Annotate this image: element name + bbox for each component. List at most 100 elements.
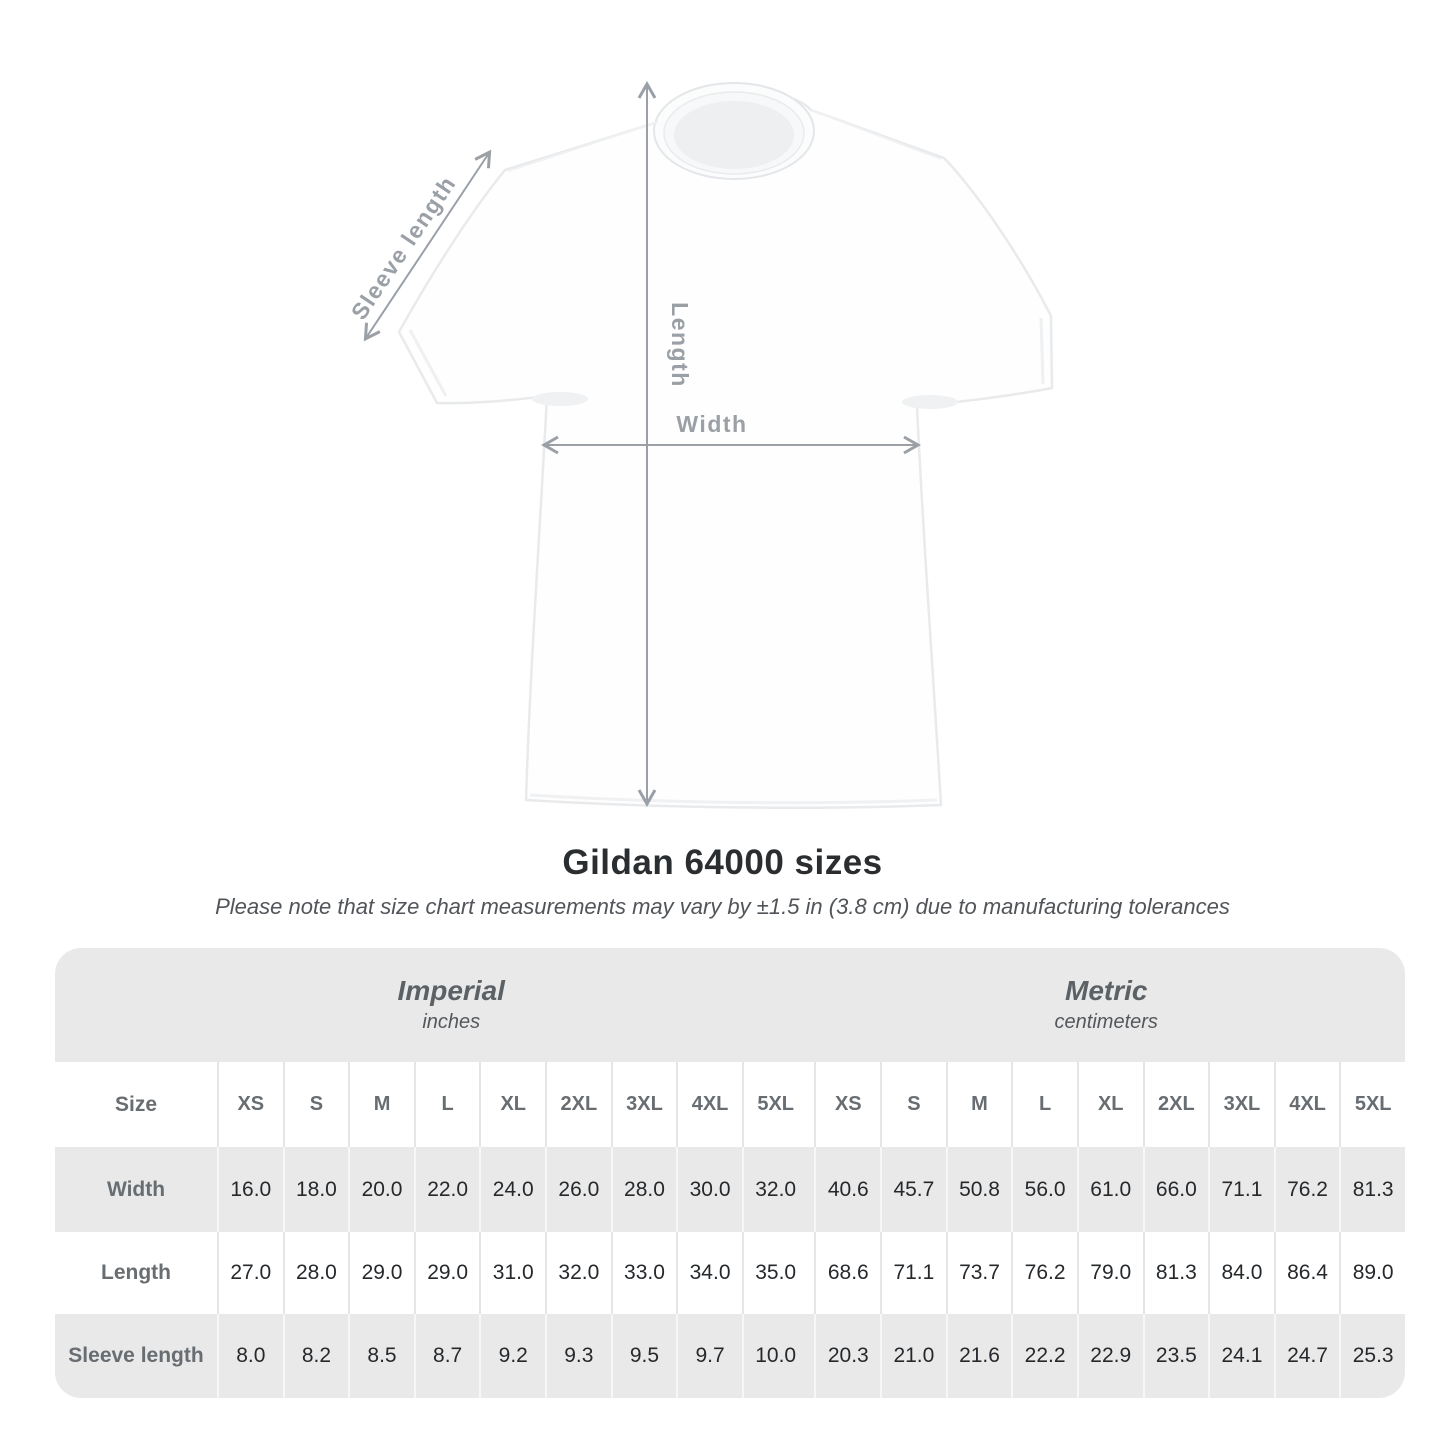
cell: 21.0	[880, 1314, 946, 1398]
size-header: 5XL	[741, 1062, 808, 1147]
row-label: Width	[55, 1147, 217, 1232]
cell: 20.3	[814, 1314, 881, 1398]
cell: 9.7	[676, 1314, 742, 1398]
cell: 24.1	[1208, 1314, 1274, 1398]
size-header: 4XL	[1273, 1062, 1340, 1147]
cell: 22.2	[1011, 1314, 1077, 1398]
cell: 56.0	[1011, 1147, 1077, 1232]
cell: 86.4	[1273, 1232, 1340, 1314]
cell: 71.1	[880, 1232, 946, 1314]
imperial-label: Imperial	[397, 975, 505, 1006]
imperial-group-header: Imperial inches	[55, 948, 808, 1062]
cell: 73.7	[945, 1232, 1012, 1314]
cell: 81.3	[1142, 1232, 1209, 1314]
cell: 22.9	[1076, 1314, 1143, 1398]
cell: 27.0	[217, 1232, 283, 1314]
size-header: M	[945, 1062, 1012, 1147]
cell: 84.0	[1208, 1232, 1274, 1314]
cell: 26.0	[545, 1147, 611, 1232]
cell: 8.5	[348, 1314, 414, 1398]
size-header: 2XL	[545, 1062, 611, 1147]
size-header: M	[348, 1062, 414, 1147]
cell: 8.0	[217, 1314, 283, 1398]
cell: 21.6	[945, 1314, 1012, 1398]
size-header: 3XL	[610, 1062, 677, 1147]
size-header: XL	[479, 1062, 546, 1147]
size-table-container: Imperial inches Metric centimeters Size …	[55, 948, 1405, 1398]
cell: 76.2	[1273, 1147, 1340, 1232]
tshirt-measurement-diagram: Sleeve length Length Width	[346, 0, 1054, 809]
size-header: S	[282, 1062, 349, 1147]
cell: 45.7	[880, 1147, 946, 1232]
cell: 66.0	[1142, 1147, 1209, 1232]
size-header: S	[880, 1062, 946, 1147]
row-label: Sleeve length	[55, 1314, 217, 1398]
cell: 61.0	[1076, 1147, 1143, 1232]
cell: 10.0	[741, 1314, 808, 1398]
cell: 8.7	[413, 1314, 480, 1398]
cell: 35.0	[741, 1232, 808, 1314]
cell: 8.2	[282, 1314, 349, 1398]
group-divider	[807, 1147, 815, 1232]
cell: 16.0	[217, 1147, 283, 1232]
cell: 81.3	[1339, 1147, 1405, 1232]
cell: 30.0	[676, 1147, 742, 1232]
cell: 18.0	[282, 1147, 349, 1232]
cell: 29.0	[413, 1232, 480, 1314]
length-label: Length	[667, 302, 693, 388]
size-header: XS	[217, 1062, 283, 1147]
cell: 24.7	[1273, 1314, 1340, 1398]
cell: 89.0	[1339, 1232, 1405, 1314]
cell: 9.3	[545, 1314, 611, 1398]
table-row-length: Length 27.0 28.0 29.0 29.0 31.0 32.0 33.…	[55, 1232, 1405, 1314]
cell: 28.0	[610, 1147, 677, 1232]
size-col-header: Size	[55, 1062, 217, 1147]
cell: 68.6	[814, 1232, 881, 1314]
metric-label: Metric	[1065, 975, 1148, 1006]
cell: 32.0	[545, 1232, 611, 1314]
size-header-row: Size XS S M L XL 2XL 3XL 4XL 5XL XS S M …	[55, 1062, 1405, 1147]
cell: 28.0	[282, 1232, 349, 1314]
cell: 9.2	[479, 1314, 546, 1398]
size-header: 3XL	[1208, 1062, 1274, 1147]
size-header: L	[413, 1062, 480, 1147]
group-divider	[807, 1232, 815, 1314]
page-title: Gildan 64000 sizes	[562, 843, 883, 882]
sleeve-length-arrow	[366, 153, 489, 338]
size-header: XS	[814, 1062, 881, 1147]
cell: 24.0	[479, 1147, 546, 1232]
cell: 76.2	[1011, 1232, 1077, 1314]
cell: 22.0	[413, 1147, 480, 1232]
cell: 71.1	[1208, 1147, 1274, 1232]
cell: 25.3	[1339, 1314, 1405, 1398]
cell: 34.0	[676, 1232, 742, 1314]
group-divider	[807, 1062, 815, 1147]
cell: 33.0	[610, 1232, 677, 1314]
cell: 31.0	[479, 1232, 546, 1314]
size-header: 4XL	[676, 1062, 742, 1147]
size-table: Imperial inches Metric centimeters Size …	[55, 948, 1405, 1398]
size-header: 5XL	[1339, 1062, 1405, 1147]
table-row-sleeve-length: Sleeve length 8.0 8.2 8.5 8.7 9.2 9.3 9.…	[55, 1314, 1405, 1398]
metric-unit: centimeters	[1054, 1011, 1158, 1033]
size-header: XL	[1076, 1062, 1143, 1147]
cell: 20.0	[348, 1147, 414, 1232]
width-label: Width	[676, 411, 747, 437]
cell: 23.5	[1142, 1314, 1209, 1398]
cell: 9.5	[610, 1314, 677, 1398]
cell: 32.0	[741, 1147, 808, 1232]
tolerance-note: Please note that size chart measurements…	[215, 894, 1230, 919]
row-label: Length	[55, 1232, 217, 1314]
table-row-width: Width 16.0 18.0 20.0 22.0 24.0 26.0 28.0…	[55, 1147, 1405, 1232]
size-header: L	[1011, 1062, 1077, 1147]
imperial-unit: inches	[422, 1011, 481, 1033]
size-header: 2XL	[1142, 1062, 1209, 1147]
cell: 50.8	[945, 1147, 1012, 1232]
group-divider	[807, 1314, 815, 1398]
cell: 79.0	[1076, 1232, 1143, 1314]
cell: 29.0	[348, 1232, 414, 1314]
metric-group-header: Metric centimeters	[807, 948, 1405, 1062]
cell: 40.6	[814, 1147, 881, 1232]
unit-group-row: Imperial inches Metric centimeters	[55, 948, 1405, 1062]
